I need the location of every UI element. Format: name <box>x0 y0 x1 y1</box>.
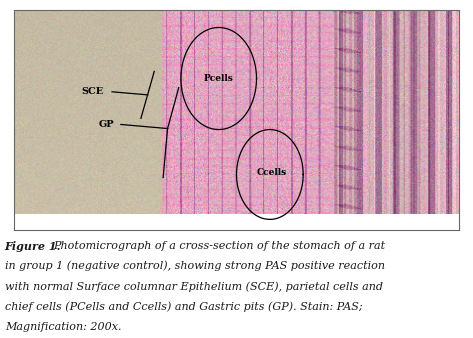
Text: GP: GP <box>99 120 114 129</box>
Text: Photomicrograph of a cross-section of the stomach of a rat: Photomicrograph of a cross-section of th… <box>53 241 385 251</box>
Text: SCE: SCE <box>81 87 103 96</box>
Text: in group 1 (negative control), showing strong PAS positive reaction: in group 1 (negative control), showing s… <box>5 261 385 271</box>
Text: Figure 1.: Figure 1. <box>5 241 61 252</box>
Text: Magnification: 200x.: Magnification: 200x. <box>5 322 121 332</box>
Text: Pcells: Pcells <box>204 74 234 83</box>
Text: Ccells: Ccells <box>257 168 287 177</box>
Text: chief cells (PCells and Ccells) and Gastric pits (GP). Stain: PAS;: chief cells (PCells and Ccells) and Gast… <box>5 301 362 312</box>
Text: with normal Surface columnar Epithelium (SCE), parietal cells and: with normal Surface columnar Epithelium … <box>5 281 383 292</box>
